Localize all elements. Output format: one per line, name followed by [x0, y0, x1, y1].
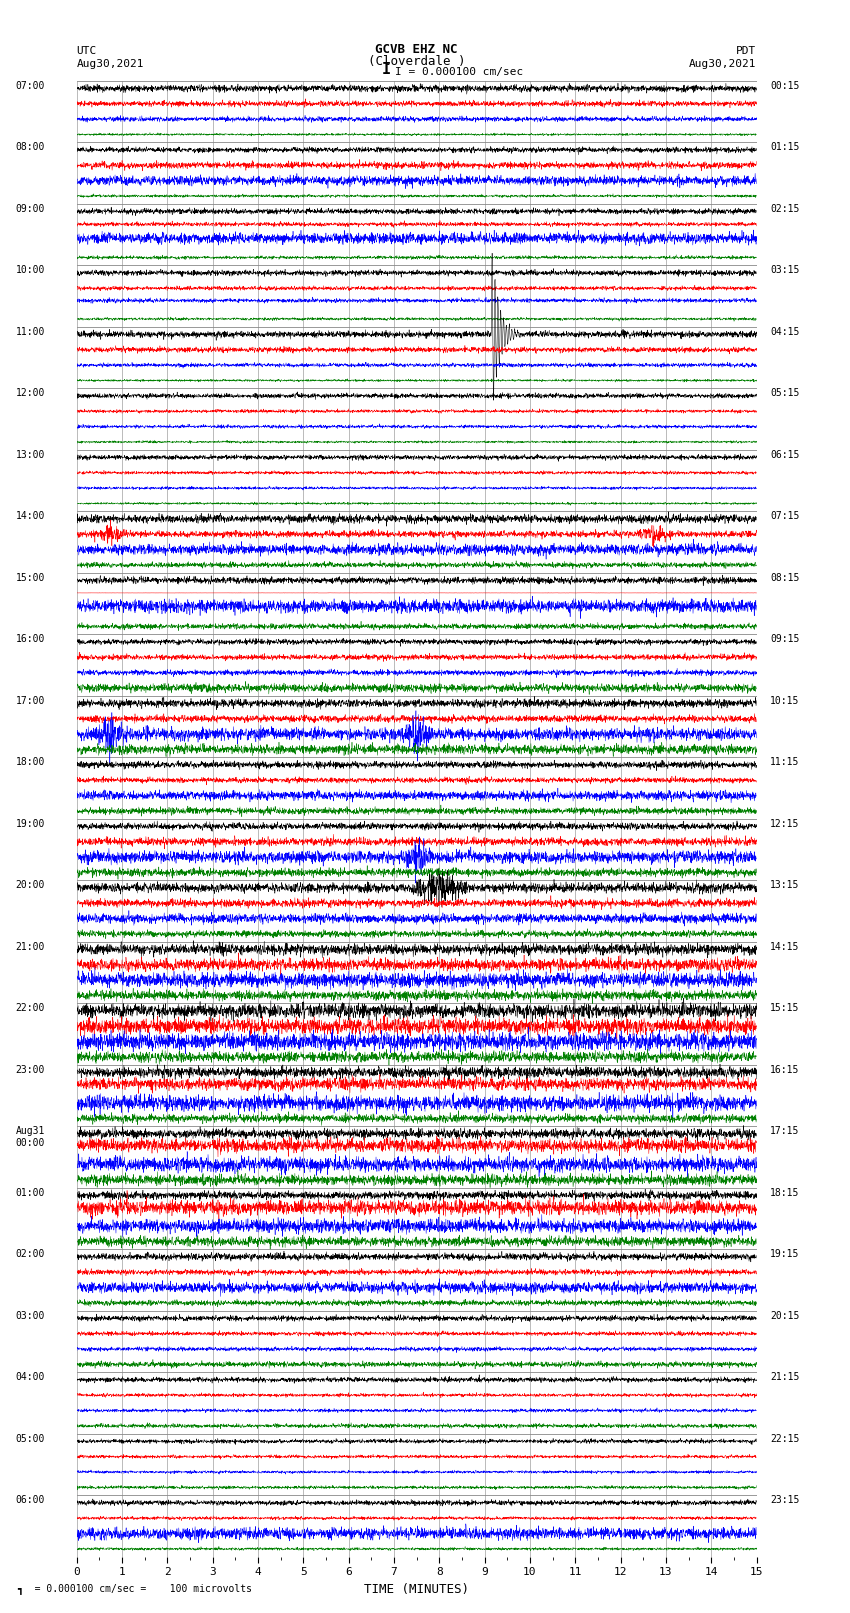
- Text: 09:15: 09:15: [770, 634, 800, 644]
- Text: 16:15: 16:15: [770, 1065, 800, 1074]
- Text: 20:15: 20:15: [770, 1310, 800, 1321]
- Text: 23:00: 23:00: [15, 1065, 45, 1074]
- Text: 18:00: 18:00: [15, 756, 45, 768]
- Text: Aug31
00:00: Aug31 00:00: [15, 1126, 45, 1148]
- Text: 10:15: 10:15: [770, 695, 800, 705]
- Text: GCVB EHZ NC: GCVB EHZ NC: [375, 44, 458, 56]
- Text: I = 0.000100 cm/sec: I = 0.000100 cm/sec: [395, 68, 524, 77]
- Text: 21:15: 21:15: [770, 1373, 800, 1382]
- Text: 23:15: 23:15: [770, 1495, 800, 1505]
- Text: 02:15: 02:15: [770, 203, 800, 213]
- Text: (Cloverdale ): (Cloverdale ): [368, 55, 465, 68]
- Text: PDT: PDT: [736, 47, 756, 56]
- Text: 01:15: 01:15: [770, 142, 800, 152]
- Text: 19:15: 19:15: [770, 1248, 800, 1260]
- Text: UTC: UTC: [76, 47, 97, 56]
- Text: I: I: [382, 63, 391, 77]
- Text: 07:00: 07:00: [15, 81, 45, 90]
- Text: 02:00: 02:00: [15, 1248, 45, 1260]
- Text: 19:00: 19:00: [15, 819, 45, 829]
- Text: 14:15: 14:15: [770, 942, 800, 952]
- Text: 04:00: 04:00: [15, 1373, 45, 1382]
- Text: Aug30,2021: Aug30,2021: [76, 60, 144, 69]
- Text: 12:15: 12:15: [770, 819, 800, 829]
- Text: 13:00: 13:00: [15, 450, 45, 460]
- Text: 03:00: 03:00: [15, 1310, 45, 1321]
- Text: 00:15: 00:15: [770, 81, 800, 90]
- Text: 01:00: 01:00: [15, 1187, 45, 1197]
- Text: 08:15: 08:15: [770, 573, 800, 582]
- Text: 12:00: 12:00: [15, 389, 45, 398]
- Text: 07:15: 07:15: [770, 511, 800, 521]
- Text: 22:15: 22:15: [770, 1434, 800, 1444]
- Text: 18:15: 18:15: [770, 1187, 800, 1197]
- Text: 15:15: 15:15: [770, 1003, 800, 1013]
- Text: ┓  = 0.000100 cm/sec =    100 microvolts: ┓ = 0.000100 cm/sec = 100 microvolts: [17, 1582, 252, 1594]
- Text: 08:00: 08:00: [15, 142, 45, 152]
- Text: Aug30,2021: Aug30,2021: [689, 60, 756, 69]
- Text: 09:00: 09:00: [15, 203, 45, 213]
- Text: 03:15: 03:15: [770, 265, 800, 276]
- Text: 11:00: 11:00: [15, 326, 45, 337]
- Text: 05:00: 05:00: [15, 1434, 45, 1444]
- Text: 17:15: 17:15: [770, 1126, 800, 1136]
- Text: 22:00: 22:00: [15, 1003, 45, 1013]
- Text: 16:00: 16:00: [15, 634, 45, 644]
- Text: 04:15: 04:15: [770, 326, 800, 337]
- Text: 20:00: 20:00: [15, 881, 45, 890]
- X-axis label: TIME (MINUTES): TIME (MINUTES): [364, 1582, 469, 1595]
- Text: 17:00: 17:00: [15, 695, 45, 705]
- Text: 06:15: 06:15: [770, 450, 800, 460]
- Text: 10:00: 10:00: [15, 265, 45, 276]
- Text: 14:00: 14:00: [15, 511, 45, 521]
- Text: 13:15: 13:15: [770, 881, 800, 890]
- Text: 05:15: 05:15: [770, 389, 800, 398]
- Text: 15:00: 15:00: [15, 573, 45, 582]
- Text: 21:00: 21:00: [15, 942, 45, 952]
- Text: 06:00: 06:00: [15, 1495, 45, 1505]
- Text: 11:15: 11:15: [770, 756, 800, 768]
